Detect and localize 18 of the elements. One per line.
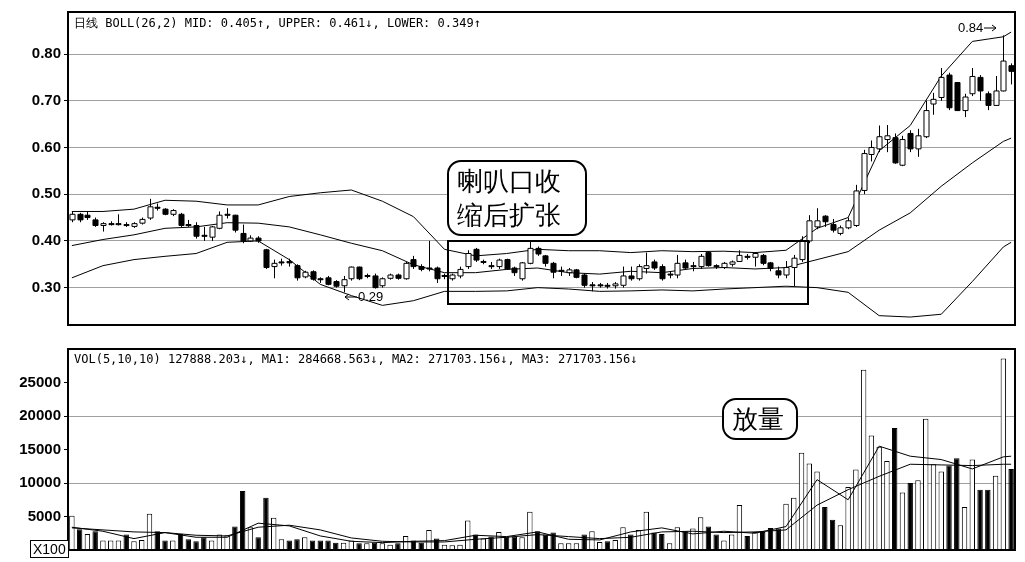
y-tick-label: 5000: [27, 506, 61, 524]
annotation: 0.29: [358, 289, 384, 304]
y-tick-label: 0.50: [31, 184, 61, 202]
y-tick-label: 0.60: [31, 137, 61, 155]
annotation: 0.84: [958, 20, 984, 35]
y-tick-label: 0.70: [31, 90, 61, 108]
y-tick-label: 25000: [19, 372, 61, 390]
y-tick-label: 15000: [19, 439, 61, 457]
chart-title: 日线 BOLL(26,2) MID: 0.405↑, UPPER: 0.461↓, LOWER: 0.349↑: [74, 15, 481, 32]
chart-title: VOL(5,10,10) 127888.203↓, MA1: 284668.563↓, MA2: 271703.156↓, MA3: 271703.156↓: [74, 352, 638, 366]
y-tick-label: 0.30: [31, 277, 61, 295]
annotation: 喇叭口收缩后扩张: [447, 160, 587, 236]
y-tick-label: 0.40: [31, 231, 61, 249]
annotation: 放量: [722, 398, 798, 440]
y-tick-label: 20000: [19, 406, 61, 424]
y-tick-label: 0.80: [31, 44, 61, 62]
y-tick-label: 10000: [19, 473, 61, 491]
y-axis-title: X100: [30, 540, 69, 558]
